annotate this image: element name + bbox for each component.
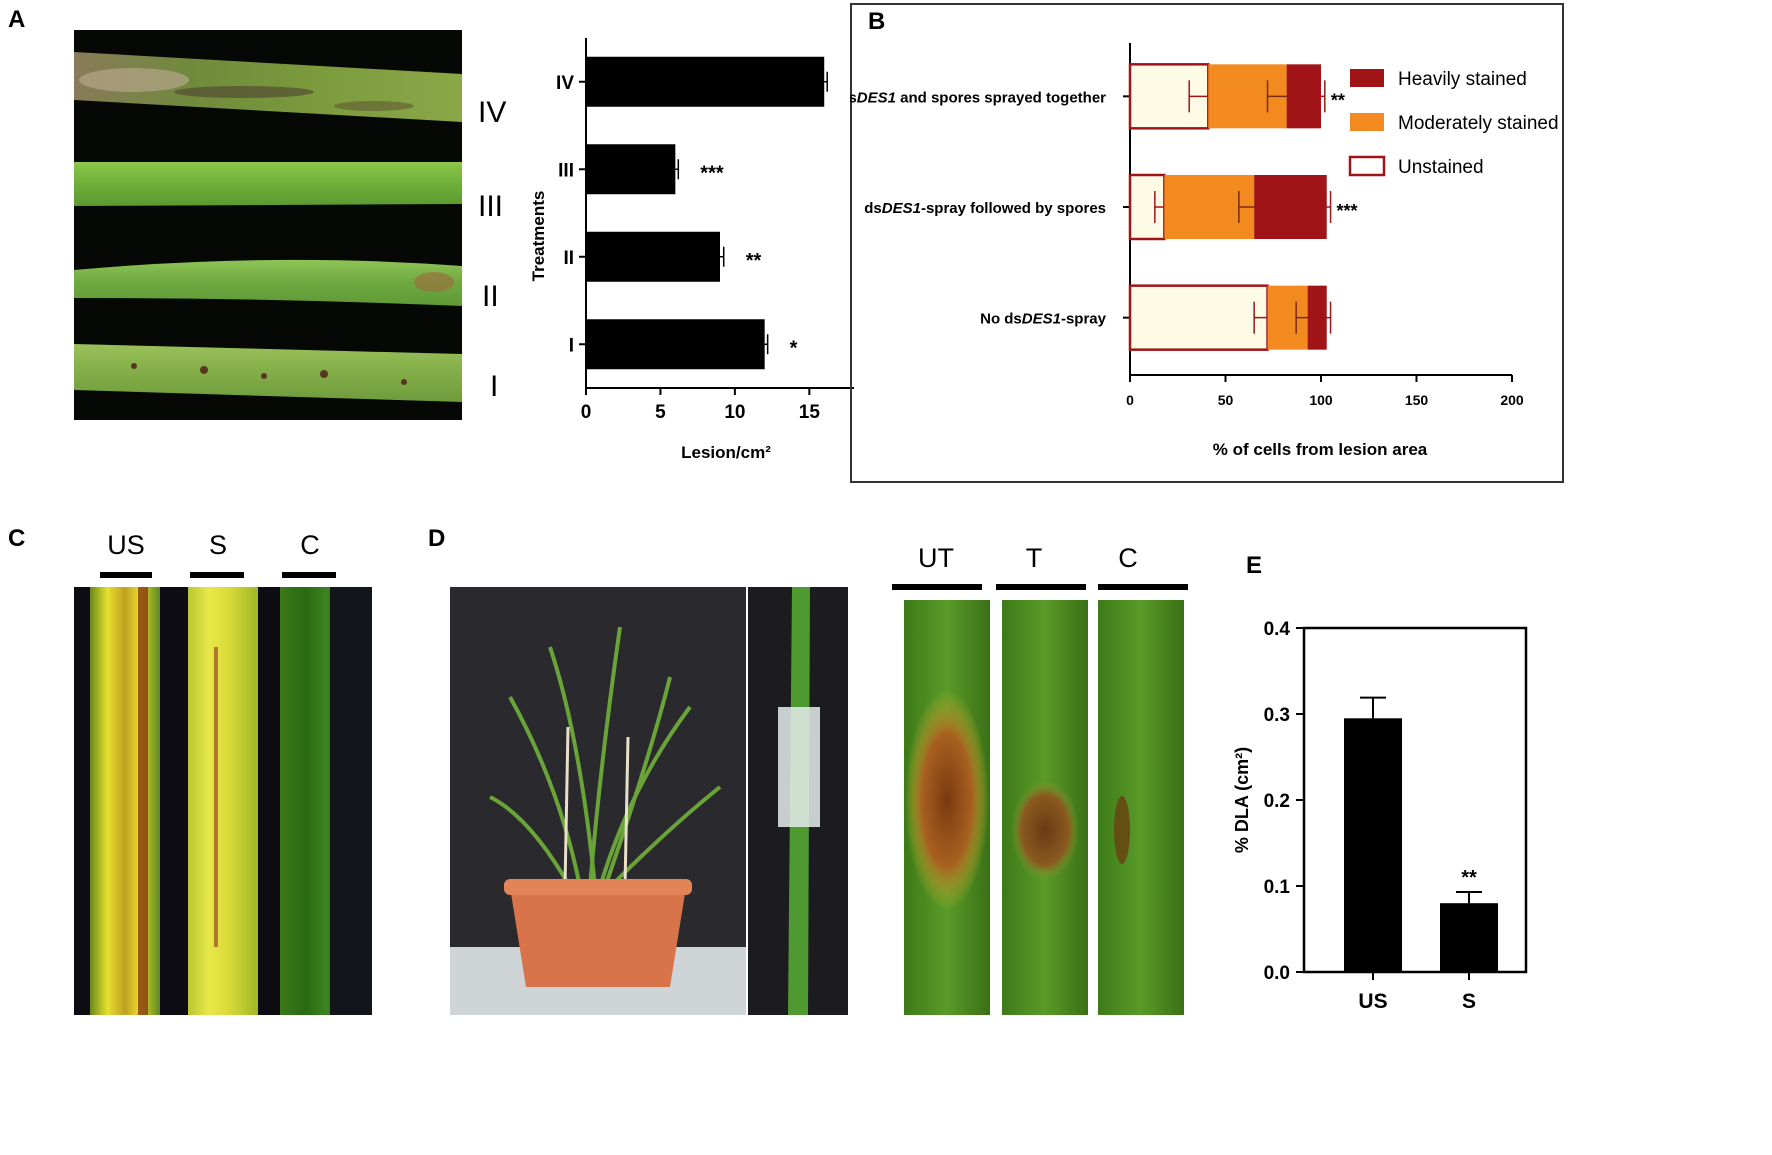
chart-a-category-label: IV (556, 73, 574, 94)
panel-d-col-bar (996, 584, 1086, 590)
chart-e-y-tick-label: 0.1 (1264, 877, 1291, 898)
chart-e-ylabel: % DLA (cm²) (1232, 747, 1252, 853)
leaf-photo-panel-c (74, 587, 372, 1015)
panel-d-col-bar (1098, 584, 1188, 590)
chart-e-y-tick-label: 0.4 (1264, 619, 1291, 640)
chart-a-category-label: III (558, 160, 574, 181)
chart-a-significance: ** (746, 250, 762, 272)
panel-b-frame (850, 3, 1564, 483)
chart-a-x-tick-label: 0 (581, 402, 592, 423)
chart-a-ylabel: Treatments (529, 191, 548, 282)
chart-e-significance: ** (1461, 867, 1477, 889)
chart-e-y-tick-label: 0.3 (1264, 705, 1290, 726)
panel-c-col-bar (100, 572, 152, 578)
chart-b-bar-segment (1254, 175, 1327, 239)
chart-b-x-tick-label: 200 (1500, 392, 1524, 408)
chart-e-category-label: US (1358, 990, 1387, 1013)
chart-e-category-label: S (1462, 990, 1476, 1013)
chart-a-xlabel: Lesion/cm² (681, 443, 771, 462)
chart-a-bar (586, 56, 825, 107)
chart-b-bar-segment (1307, 285, 1327, 350)
chart-b-category-label: dsDES1 and spores sprayed together (850, 89, 1106, 106)
panel-d-col-ut: UT (918, 543, 954, 573)
panel-label-d: D (428, 525, 446, 552)
chart-a-category-label: II (563, 248, 574, 269)
panel-c-col-us: US (107, 530, 145, 560)
chart-a-bar (586, 231, 720, 282)
chart-a-significance: * (790, 337, 798, 359)
panel-label-a: A (8, 6, 26, 33)
chart-b-bar-segment (1128, 284, 1269, 351)
chart-a-x-tick-label: 5 (655, 402, 666, 423)
chart-b-category-label: No dsDES1-spray (980, 311, 1107, 328)
chart-e-y-tick-label: 0.0 (1264, 963, 1290, 984)
chart-e-dla-bars: % DLA (cm²) 0.0 0.1 0.2 0.3 0.4 US S ** (1232, 619, 1528, 1013)
leaf-label-I: I (490, 370, 498, 403)
taped-leaf-photo-panel-d (748, 587, 848, 1015)
chart-a-x-tick-label: 10 (724, 402, 745, 423)
leaf-strips-photo-panel-d (902, 600, 1188, 1015)
chart-e-bar (1344, 718, 1402, 972)
panel-label-b: B (868, 8, 886, 35)
chart-b-x-tick-label: 0 (1126, 392, 1134, 408)
chart-b-legend-label: Moderately stained (1398, 113, 1559, 134)
panel-c-col-bar (282, 572, 336, 578)
chart-b-x-tick-label: 50 (1218, 392, 1234, 408)
leaf-label-III: III (478, 190, 503, 223)
panel-label-e: E (1246, 552, 1263, 579)
chart-b-x-tick-label: 100 (1309, 392, 1333, 408)
chart-b-xlabel: % of cells from lesion area (1213, 440, 1428, 459)
chart-a-bar (586, 319, 765, 370)
chart-e-bar (1440, 903, 1498, 972)
panel-c-col-c: C (300, 530, 320, 560)
panel-label-c: C (8, 525, 26, 552)
panel-d-col-c: C (1118, 543, 1138, 573)
chart-b-significance: ** (1331, 90, 1345, 110)
chart-a-x-tick-label: 15 (799, 402, 821, 423)
leaf-photo-panel-a (74, 30, 462, 420)
chart-b-bar-segment (1286, 64, 1321, 129)
chart-b-stacked-bars: 0 50 100 150 200 dsDES1 and spores sprayed to… (850, 43, 1559, 459)
chart-e-y-tick-label: 0.2 (1264, 791, 1290, 812)
chart-a-category-label: I (569, 335, 574, 356)
chart-b-legend-label: Unstained (1398, 157, 1484, 178)
leaf-label-II: II (482, 280, 499, 313)
panel-d-col-bar (892, 584, 982, 590)
chart-b-category-label: dsDES1-spray followed by spores (864, 200, 1106, 217)
chart-b-legend-label: Heavily stained (1398, 69, 1527, 90)
chart-b-legend-swatch (1350, 69, 1384, 87)
panel-c-col-bar (190, 572, 244, 578)
chart-a-bar (586, 144, 676, 195)
panel-c-col-s: S (208, 530, 227, 560)
chart-b-x-tick-label: 150 (1405, 392, 1429, 408)
chart-b-legend-swatch (1350, 113, 1384, 131)
panel-d-col-t: T (1025, 543, 1043, 573)
chart-b-legend-swatch (1348, 155, 1386, 177)
plant-pot-photo-panel-d (450, 587, 746, 1015)
chart-b-significance: *** (1337, 201, 1358, 221)
leaf-label-IV: IV (478, 96, 506, 129)
chart-a-significance: *** (700, 162, 724, 184)
